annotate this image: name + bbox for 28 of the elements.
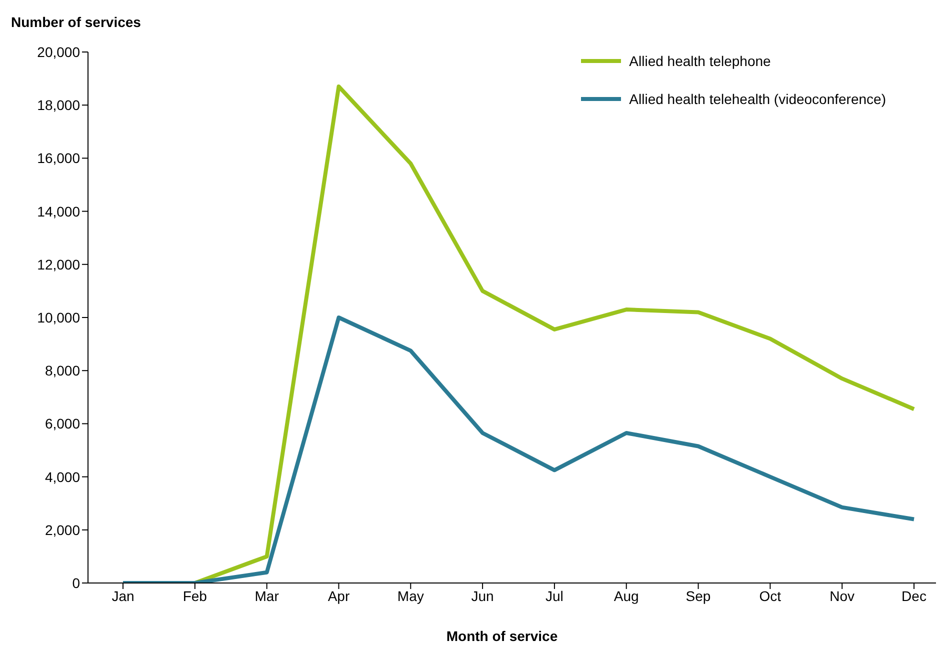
x-tick-label: May bbox=[397, 588, 424, 604]
y-tick-label: 4,000 bbox=[44, 468, 80, 485]
x-tick-label: Jun bbox=[471, 588, 494, 604]
x-tick-label: Jan bbox=[112, 588, 134, 604]
y-axis-title: Number of services bbox=[11, 14, 141, 30]
legend-label: Allied health telehealth (videoconference) bbox=[629, 91, 886, 107]
y-tick-label: 6,000 bbox=[44, 416, 80, 432]
y-tick-label: 10,000 bbox=[37, 309, 80, 326]
x-tick-label: Oct bbox=[759, 588, 782, 604]
x-tick-label: Sep bbox=[686, 588, 711, 604]
y-tick-label: 18,000 bbox=[37, 97, 80, 114]
y-tick-label: 8,000 bbox=[44, 362, 80, 379]
line-series bbox=[121, 316, 916, 583]
x-tick-label: Dec bbox=[902, 588, 926, 604]
y-tick-label: 2,000 bbox=[44, 522, 80, 538]
y-tick-label: 16,000 bbox=[37, 150, 80, 166]
legend-label: Allied health telephone bbox=[629, 53, 771, 69]
x-tick-label: Nov bbox=[830, 588, 855, 604]
x-tick-label: Feb bbox=[182, 588, 208, 604]
y-tick-label: 14,000 bbox=[37, 203, 80, 220]
x-axis-title: Month of service bbox=[446, 628, 558, 644]
y-tick-label: 20,000 bbox=[37, 44, 80, 60]
x-tick-label: Aug bbox=[614, 588, 639, 604]
y-tick-label: 12,000 bbox=[37, 256, 80, 272]
x-tick-label: Jul bbox=[546, 588, 564, 604]
x-tick-label: Apr bbox=[328, 588, 350, 604]
y-tick-label: 0 bbox=[72, 574, 80, 591]
x-tick-label: Mar bbox=[254, 588, 280, 604]
